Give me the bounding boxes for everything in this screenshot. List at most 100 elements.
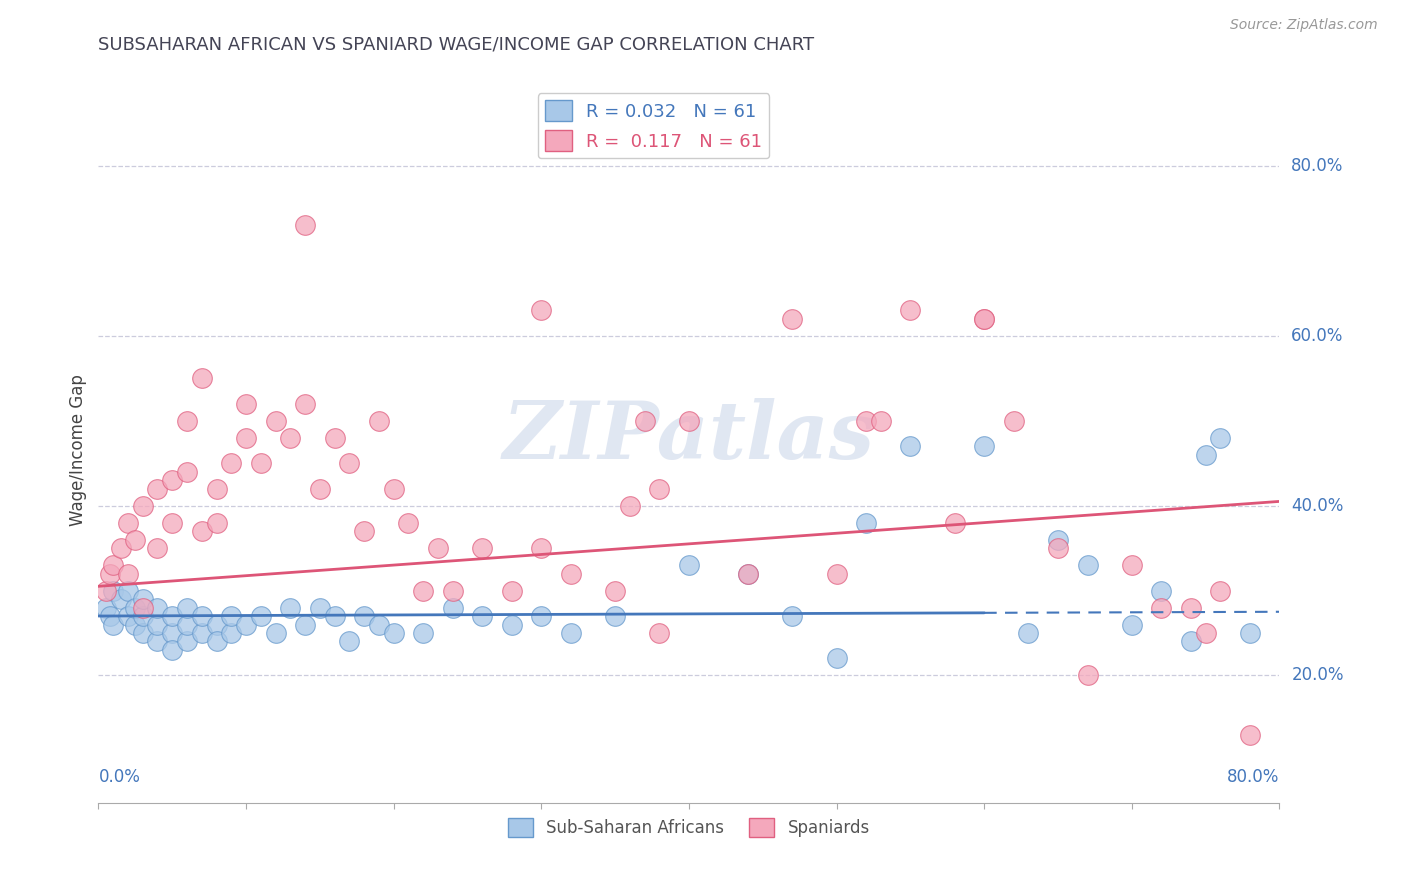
Point: [309, 600, 332, 615]
Point: [110, 541, 132, 555]
Point: [191, 371, 214, 385]
Point: [176, 634, 198, 648]
Point: [560, 626, 582, 640]
Point: [221, 456, 243, 470]
Point: [264, 414, 287, 428]
Point: [94, 583, 117, 598]
Point: [471, 609, 494, 624]
Point: [323, 431, 346, 445]
Point: [176, 600, 198, 615]
Point: [339, 456, 361, 470]
Point: [1239, 728, 1261, 742]
Point: [323, 609, 346, 624]
Point: [205, 482, 228, 496]
Point: [294, 397, 316, 411]
Point: [825, 651, 848, 665]
Point: [103, 617, 125, 632]
Point: [900, 439, 922, 453]
Point: [1195, 626, 1218, 640]
Point: [1180, 600, 1202, 615]
Point: [1077, 558, 1099, 572]
Point: [339, 634, 361, 648]
Point: [250, 456, 273, 470]
Point: [1046, 533, 1070, 547]
Text: Source: ZipAtlas.com: Source: ZipAtlas.com: [1230, 18, 1378, 32]
Point: [110, 592, 132, 607]
Point: [1002, 414, 1025, 428]
Point: [737, 566, 759, 581]
Point: [235, 397, 257, 411]
Point: [294, 219, 316, 233]
Point: [94, 600, 117, 615]
Point: [103, 558, 125, 572]
Point: [1046, 541, 1070, 555]
Text: ZIPatlas: ZIPatlas: [503, 398, 875, 475]
Point: [235, 617, 257, 632]
Point: [825, 566, 848, 581]
Point: [900, 303, 922, 318]
Point: [648, 482, 671, 496]
Text: 20.0%: 20.0%: [1291, 666, 1344, 684]
Point: [427, 541, 450, 555]
Point: [117, 583, 139, 598]
Point: [162, 473, 183, 487]
Text: SUBSAHARAN AFRICAN VS SPANIARD WAGE/INCOME GAP CORRELATION CHART: SUBSAHARAN AFRICAN VS SPANIARD WAGE/INCO…: [98, 36, 814, 54]
Point: [678, 414, 700, 428]
Legend: Sub-Saharan Africans, Spaniards: Sub-Saharan Africans, Spaniards: [502, 811, 876, 844]
Point: [737, 566, 759, 581]
Point: [117, 516, 139, 530]
Point: [146, 617, 169, 632]
Point: [132, 626, 155, 640]
Point: [855, 414, 877, 428]
Point: [162, 609, 183, 624]
Point: [146, 541, 169, 555]
Point: [530, 609, 553, 624]
Text: 40.0%: 40.0%: [1291, 497, 1344, 515]
Point: [530, 303, 553, 318]
Point: [250, 609, 273, 624]
Point: [103, 583, 125, 598]
Point: [132, 600, 155, 615]
Point: [1209, 583, 1232, 598]
Y-axis label: Wage/Income Gap: Wage/Income Gap: [69, 375, 87, 526]
Point: [353, 524, 375, 538]
Point: [176, 414, 198, 428]
Point: [146, 482, 169, 496]
Point: [117, 566, 139, 581]
Point: [855, 516, 877, 530]
Point: [264, 626, 287, 640]
Point: [973, 311, 995, 326]
Text: 60.0%: 60.0%: [1291, 326, 1344, 345]
Point: [441, 600, 464, 615]
Point: [1018, 626, 1040, 640]
Point: [235, 431, 257, 445]
Point: [1150, 583, 1173, 598]
Point: [191, 626, 214, 640]
Point: [205, 516, 228, 530]
Point: [368, 414, 391, 428]
Point: [560, 566, 582, 581]
Point: [1195, 448, 1218, 462]
Point: [382, 626, 405, 640]
Point: [973, 439, 995, 453]
Point: [353, 609, 375, 624]
Point: [146, 600, 169, 615]
Point: [943, 516, 966, 530]
Point: [191, 609, 214, 624]
Text: 0.0%: 0.0%: [98, 767, 141, 786]
Point: [605, 609, 627, 624]
Point: [412, 583, 434, 598]
Point: [162, 626, 183, 640]
Point: [1239, 626, 1261, 640]
Point: [294, 617, 316, 632]
Point: [634, 414, 657, 428]
Point: [1121, 558, 1143, 572]
Point: [1150, 600, 1173, 615]
Point: [368, 617, 391, 632]
Point: [98, 566, 121, 581]
Point: [1209, 431, 1232, 445]
Point: [1180, 634, 1202, 648]
Point: [191, 524, 214, 538]
Point: [132, 609, 155, 624]
Point: [501, 583, 523, 598]
